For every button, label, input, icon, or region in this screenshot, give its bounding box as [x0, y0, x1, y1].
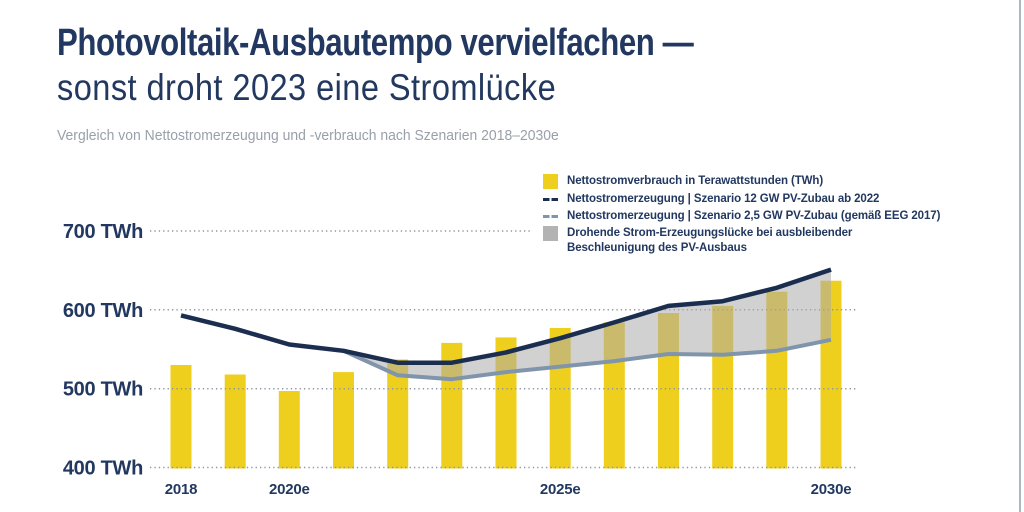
x-axis-label-2018: 2018: [165, 481, 198, 498]
title-line1: Photovoltaik-Ausbautempo vervielfachen —: [57, 22, 694, 64]
y-axis-labels: 400 TWh 500 TWh 600 TWh 700 TWh: [63, 221, 143, 480]
line-scenario-12gw: [180, 267, 832, 365]
page-title: Photovoltaik-Ausbautempo vervielfachen —…: [57, 22, 833, 108]
y-axis-label-600: 600 TWh: [63, 300, 143, 322]
legend-swatch-scenario-2-5gw-line: [543, 214, 558, 218]
x-axis-labels: 2018 2020e 2025e 2030e: [165, 481, 852, 498]
x-axis-label-2025e: 2025e: [540, 481, 581, 498]
legend-swatch-gap-square: [543, 226, 558, 241]
line-group: [180, 267, 832, 382]
legend-label-scenario-12gw: Nettostromerzeugung | Szenario 12 GW PV-…: [567, 193, 880, 205]
right-border-line: [1019, 0, 1021, 512]
bar-2021e: [333, 372, 354, 469]
title-line2: sonst droht 2023 eine Stromlücke: [57, 67, 557, 108]
legend-label-consumption: Nettostromverbrauch in Terawattstunden (…: [567, 175, 824, 187]
x-axis-label-2020e: 2020e: [269, 481, 310, 498]
legend-item-consumption: Nettostromverbrauch in Terawattstunden (…: [543, 174, 823, 189]
bar-2020e: [278, 391, 300, 469]
y-axis-label-500: 500 TWh: [63, 379, 143, 401]
legend-swatch-consumption-square: [543, 174, 558, 189]
x-axis-label-2030e: 2030e: [811, 481, 852, 498]
legend-label-gap-line2: Beschleunigung des PV-Ausbaus: [567, 242, 747, 254]
bar-2019: [224, 374, 246, 469]
y-axis-label-400: 400 TWh: [63, 458, 143, 480]
legend-swatch-scenario-12gw-line: [543, 197, 558, 201]
legend-item-scenario-2-5gw: Nettostromerzeugung | Szenario 2,5 GW PV…: [543, 209, 940, 224]
line-scenario-2-5gw: [342, 337, 832, 382]
y-axis-label-700: 700 TWh: [63, 221, 143, 243]
bar-2018: [170, 365, 192, 469]
gap-area: [343, 269, 831, 380]
legend-label-gap-line1: Drohende Strom-Erzeugungslücke bei ausbl…: [567, 227, 853, 239]
legend-item-scenario-12gw: Nettostromerzeugung | Szenario 12 GW PV-…: [543, 192, 879, 207]
legend-item-gap: Drohende Strom-Erzeugungslücke bei ausbl…: [543, 226, 852, 256]
subtitle: Vergleich von Nettostromerzeugung und -v…: [57, 127, 559, 144]
gap-area-group: [343, 269, 831, 380]
bar-2022e: [387, 359, 409, 469]
legend-label-gap: Drohende Strom-Erzeugungslücke bei ausbl…: [567, 226, 852, 256]
legend-label-scenario-2-5gw: Nettostromerzeugung | Szenario 2,5 GW PV…: [567, 210, 941, 222]
